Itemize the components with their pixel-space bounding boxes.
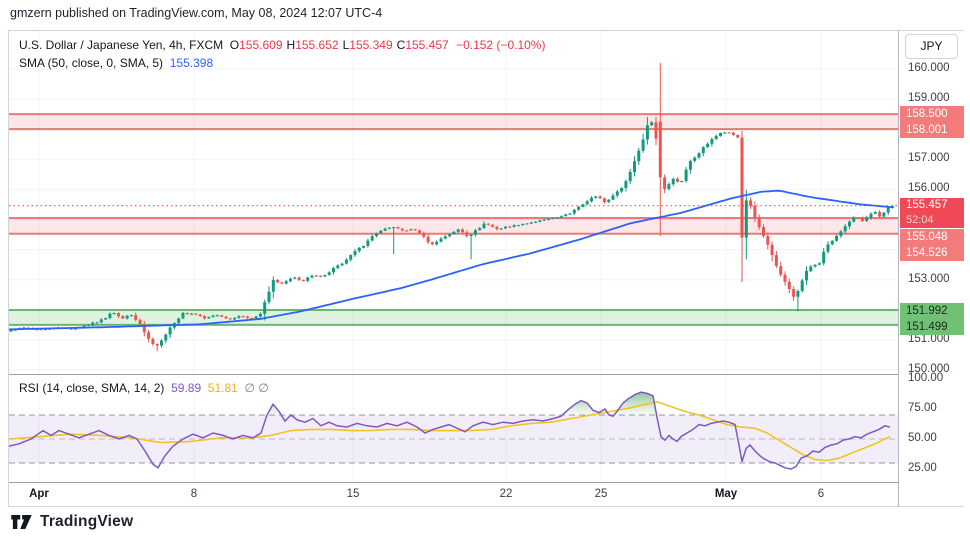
ohlc-C: C155.457 [396,38,449,52]
price-axis-label: 159.000 [908,92,950,105]
sma-line [9,189,894,331]
rsi-line [9,391,891,470]
rsi-ma-value: 51.81 [207,381,238,395]
pane-separator[interactable] [9,374,963,375]
time-axis-label: May [714,488,738,500]
price-axis-label: 160.000 [908,62,950,74]
price-axis-label: 150.000 [908,363,950,375]
sma-legend[interactable]: SMA (50, close, 0, SMA, 5) 155.398 [19,56,213,70]
price-axis-label: 156.000 [908,182,950,195]
price-level-badge: 151.499 [900,319,964,335]
time-axis-label: 6 [817,488,825,500]
footer: TradingView [10,512,133,532]
price-level-badge: 154.526 [900,244,964,261]
price-axis-label: 157.000 [908,152,950,165]
ohlc-O: O155.609 [229,38,283,52]
rsi-axis-label: 75.00 [908,402,937,414]
symbol-title: U.S. Dollar / Japanese Yen, 4h, FXCM [19,38,224,52]
price-axis-label: 153.000 [908,272,950,285]
currency-button[interactable]: JPY [905,34,958,59]
time-axis-label: 22 [499,488,513,500]
rsi-title: RSI [19,381,40,395]
rsi-axis-label: 50.00 [908,432,937,444]
time-axis-separator [9,482,963,483]
price-level-badge: 158.001 [900,122,964,138]
attribution-text: gmzern published on TradingView.com, May… [10,6,383,20]
tradingview-logo-icon[interactable] [10,512,33,532]
rsi-legend[interactable]: RSI (14, close, SMA, 14, 2) 59.89 51.81 … [19,381,269,395]
ohlc-values: O155.609 H155.652 L155.349 C155.457 [230,38,453,52]
ohlc-H: H155.652 [286,38,339,52]
rsi-overbought-fill [563,400,609,415]
rsi-params: (14, close, SMA, 14, 2) [42,381,165,395]
time-axis-label: Apr [29,488,49,500]
resistance-zone [9,114,898,130]
change-value: −0.152 (−0.10%) [456,38,546,52]
brand-name[interactable]: TradingView [40,513,134,530]
current-price-badge: 155.457 52:04 [900,198,964,228]
price-axis-label: 151.000 [908,332,950,345]
price-level-badge: 158.500 [900,106,964,122]
ohlc-L: L155.349 [342,38,393,52]
price-level-badge: 155.048 [900,228,964,245]
current-price: 155.457 [906,199,948,211]
rsi-value: 59.89 [171,381,202,395]
sma-value: 155.398 [169,56,214,70]
chart-plot-area[interactable] [9,31,898,482]
symbol-legend[interactable]: U.S. Dollar / Japanese Yen, 4h, FXCM O15… [19,38,545,52]
sma-label: SMA (50, close, 0, SMA, 5) [19,56,164,70]
time-axis-label: 8 [190,488,198,500]
resistance-zone [9,218,898,234]
price-level-badge: 151.992 [900,303,964,319]
candlestick-series [9,62,894,352]
rsi-axis-label: 100.00 [908,372,944,384]
rsi-axis-label: 25.00 [908,462,937,474]
rsi-empty-params: ∅ ∅ [244,381,269,395]
bar-countdown: 52:04 [906,214,934,226]
price-scale[interactable]: JPY 155.457 52:04 160.000 159.000 157.000 1… [898,31,964,506]
time-axis-label: 25 [594,488,608,500]
time-axis-label: 15 [346,488,360,500]
support-zone [9,310,898,325]
chart-frame: U.S. Dollar / Japanese Yen, 4h, FXCM O15… [8,30,964,507]
